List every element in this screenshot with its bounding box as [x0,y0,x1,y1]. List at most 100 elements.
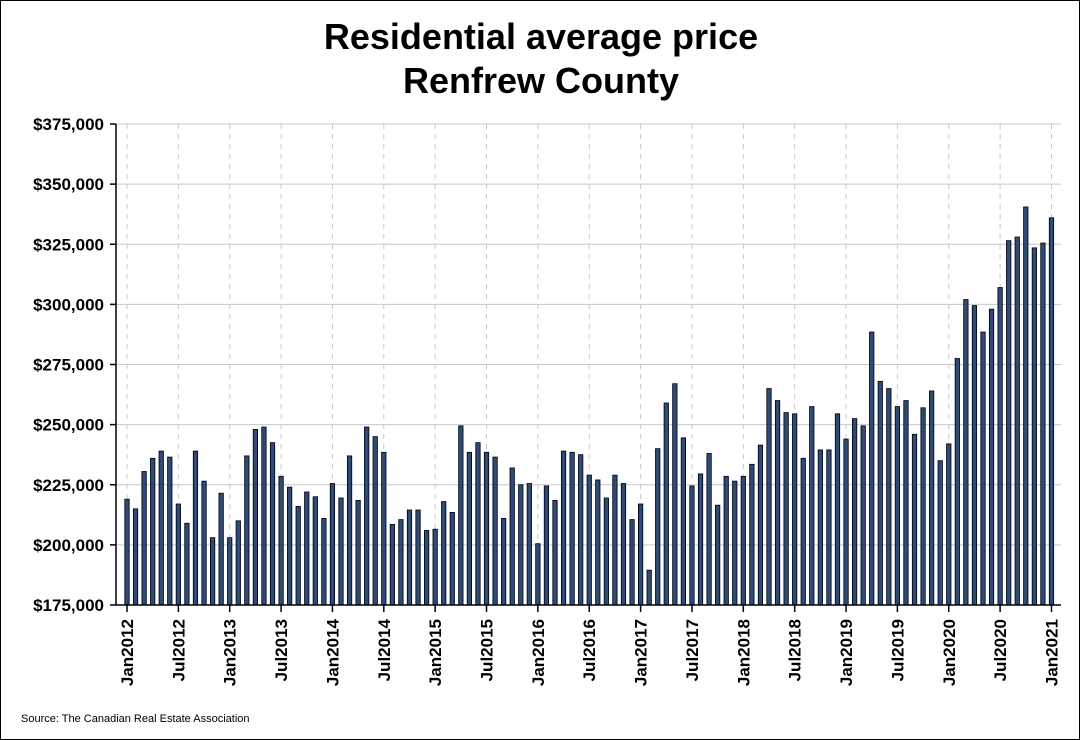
bar [312,496,318,606]
bar [817,449,823,606]
bar [483,451,490,606]
bar [252,429,258,606]
bar [869,331,875,606]
bar [834,413,841,606]
bar [1023,206,1029,606]
bar [398,519,404,606]
x-tick-label: Jul2019 [888,619,907,681]
x-tick-label: Jul2013 [272,619,291,681]
bar [920,407,926,606]
bar [852,418,858,606]
bar [509,467,515,606]
bar [141,471,147,606]
bar [372,436,378,606]
bar [569,451,575,606]
bar [518,484,524,606]
bar [971,305,978,606]
x-tick-label: Jan2018 [734,619,753,686]
bar [423,530,430,606]
bar [578,454,584,606]
bar [723,475,729,606]
bar [680,437,687,606]
bar [124,498,130,606]
bar [911,433,918,606]
bar [1040,242,1046,606]
x-tick-label: Jan2020 [940,619,959,686]
y-tick-label: $375,000 [33,115,104,134]
x-tick-label: Jan2013 [221,619,240,686]
bar [287,486,293,606]
y-tick-label: $200,000 [33,536,104,555]
bar [475,442,481,606]
x-tick-label: Jul2020 [991,619,1010,681]
bar [321,518,327,606]
bar [586,474,592,606]
bar [269,442,276,606]
bar [792,413,798,606]
bar [1048,217,1055,606]
x-tick-label: Jan2015 [426,619,445,686]
bar [954,358,960,606]
bar [175,503,181,606]
bar [766,388,772,606]
bar [526,483,532,606]
bar [980,331,986,606]
bar [543,485,550,606]
bar [560,450,567,606]
bar [663,402,669,606]
bar [364,426,370,606]
bar [492,456,498,606]
bar [638,503,644,606]
bar [706,453,712,606]
bar [295,505,301,606]
bar [201,480,207,606]
bar [458,425,464,606]
bar [886,388,892,606]
bar [235,520,241,606]
y-tick-label: $300,000 [33,295,104,314]
bar [826,449,832,606]
bar [535,543,541,606]
bar [304,491,310,606]
bar [1014,236,1020,606]
bar [1031,247,1037,606]
bar [132,508,139,606]
bar [158,450,164,606]
bar [894,406,901,606]
bar [715,504,721,606]
y-tick-label: $350,000 [33,175,104,194]
bar [329,483,336,606]
bar [150,457,156,606]
bar [774,400,781,606]
bar [227,537,233,606]
x-tick-label: Jul2018 [786,619,805,681]
bar [389,524,395,606]
bar [929,390,935,606]
bar [1006,240,1012,606]
y-tick-label: $175,000 [33,596,104,615]
bar [167,456,173,606]
chart-title-line-1: Residential average price [323,16,759,57]
bar [338,497,344,606]
bar [809,406,815,606]
bar [843,438,849,606]
bar [432,528,438,606]
bar [697,473,704,606]
bar [218,492,224,606]
bar [501,518,507,606]
bar [603,497,609,606]
bar [184,522,190,606]
bar [877,380,883,606]
x-tick-label: Jan2012 [118,619,137,686]
bar [346,455,353,606]
bar [732,480,738,606]
bar [689,485,695,606]
bar [903,400,909,606]
x-tick-label: Jan2016 [529,619,548,686]
bar [381,451,387,606]
x-tick-label: Jul2015 [478,619,497,681]
bar [988,308,995,606]
bar [244,455,250,606]
x-tick-label: Jan2019 [837,619,856,686]
